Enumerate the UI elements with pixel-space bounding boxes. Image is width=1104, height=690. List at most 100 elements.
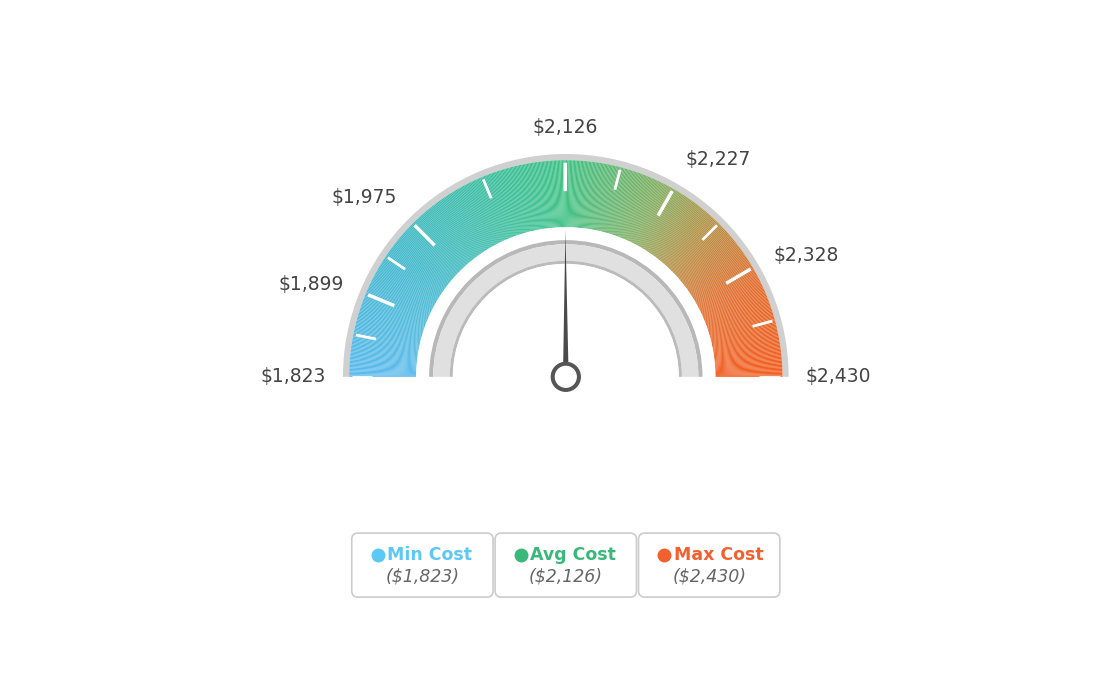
Wedge shape <box>593 164 606 230</box>
Text: ($2,430): ($2,430) <box>672 567 746 585</box>
Wedge shape <box>363 299 426 324</box>
Wedge shape <box>506 168 526 233</box>
Wedge shape <box>699 279 760 310</box>
Wedge shape <box>660 208 703 261</box>
Wedge shape <box>524 164 538 230</box>
Wedge shape <box>714 355 782 363</box>
Wedge shape <box>410 226 458 273</box>
Wedge shape <box>449 261 682 377</box>
Wedge shape <box>592 164 605 230</box>
Wedge shape <box>384 257 440 295</box>
Wedge shape <box>353 335 420 348</box>
Wedge shape <box>690 255 745 293</box>
Wedge shape <box>608 169 629 234</box>
Wedge shape <box>517 166 533 231</box>
Wedge shape <box>433 244 699 377</box>
Wedge shape <box>415 220 463 269</box>
Wedge shape <box>715 366 783 371</box>
Wedge shape <box>715 363 782 368</box>
Wedge shape <box>453 191 489 249</box>
Wedge shape <box>643 191 679 249</box>
Wedge shape <box>388 253 443 292</box>
Wedge shape <box>374 274 434 306</box>
Wedge shape <box>603 167 620 232</box>
Wedge shape <box>714 353 782 361</box>
Wedge shape <box>715 375 783 377</box>
Wedge shape <box>486 175 511 238</box>
Wedge shape <box>652 201 693 256</box>
Wedge shape <box>414 221 461 270</box>
Wedge shape <box>416 227 715 377</box>
Wedge shape <box>705 299 768 324</box>
Wedge shape <box>696 270 755 304</box>
Wedge shape <box>448 194 486 251</box>
Wedge shape <box>713 336 778 350</box>
Wedge shape <box>380 264 438 300</box>
Wedge shape <box>713 337 779 351</box>
Wedge shape <box>715 367 783 371</box>
Wedge shape <box>349 371 416 374</box>
Wedge shape <box>665 215 710 265</box>
Wedge shape <box>558 160 561 227</box>
Wedge shape <box>359 311 423 333</box>
Wedge shape <box>519 165 534 231</box>
Wedge shape <box>439 200 479 255</box>
Wedge shape <box>540 161 549 228</box>
Wedge shape <box>566 160 569 227</box>
Wedge shape <box>715 371 783 374</box>
Wedge shape <box>601 166 617 231</box>
Wedge shape <box>478 178 507 240</box>
Wedge shape <box>679 235 731 280</box>
Wedge shape <box>588 163 599 229</box>
Wedge shape <box>669 221 718 270</box>
Wedge shape <box>443 197 481 254</box>
Wedge shape <box>357 317 422 337</box>
Wedge shape <box>680 237 732 281</box>
Wedge shape <box>715 364 782 369</box>
Wedge shape <box>656 203 697 257</box>
Wedge shape <box>622 176 648 239</box>
Wedge shape <box>715 359 782 366</box>
Wedge shape <box>638 187 671 246</box>
Text: $2,126: $2,126 <box>532 118 598 137</box>
Text: Avg Cost: Avg Cost <box>530 546 616 564</box>
Wedge shape <box>704 296 767 322</box>
Wedge shape <box>529 163 541 229</box>
Wedge shape <box>357 319 422 338</box>
Wedge shape <box>457 189 491 248</box>
Text: $2,430: $2,430 <box>806 367 871 386</box>
Wedge shape <box>626 179 655 240</box>
Wedge shape <box>358 314 423 334</box>
Wedge shape <box>550 161 555 228</box>
Wedge shape <box>512 167 530 232</box>
Wedge shape <box>433 205 475 259</box>
Wedge shape <box>623 177 649 239</box>
Wedge shape <box>414 221 463 270</box>
Wedge shape <box>602 167 619 232</box>
Wedge shape <box>501 170 522 234</box>
Text: $1,975: $1,975 <box>331 188 396 207</box>
Wedge shape <box>659 207 702 260</box>
Wedge shape <box>381 263 438 299</box>
Wedge shape <box>389 250 444 290</box>
Wedge shape <box>561 160 563 227</box>
Wedge shape <box>641 190 676 248</box>
Wedge shape <box>714 347 781 357</box>
Wedge shape <box>618 174 643 237</box>
Wedge shape <box>374 275 434 307</box>
Wedge shape <box>712 328 777 344</box>
Wedge shape <box>697 271 755 305</box>
Wedge shape <box>461 186 495 246</box>
Wedge shape <box>350 355 417 363</box>
Wedge shape <box>672 224 721 273</box>
Wedge shape <box>704 297 767 323</box>
FancyBboxPatch shape <box>638 533 779 597</box>
Wedge shape <box>403 233 454 278</box>
Wedge shape <box>416 219 464 268</box>
Wedge shape <box>616 172 639 236</box>
Wedge shape <box>577 161 584 228</box>
Wedge shape <box>445 196 484 253</box>
Wedge shape <box>436 202 477 257</box>
Wedge shape <box>666 215 711 266</box>
Wedge shape <box>371 281 432 311</box>
